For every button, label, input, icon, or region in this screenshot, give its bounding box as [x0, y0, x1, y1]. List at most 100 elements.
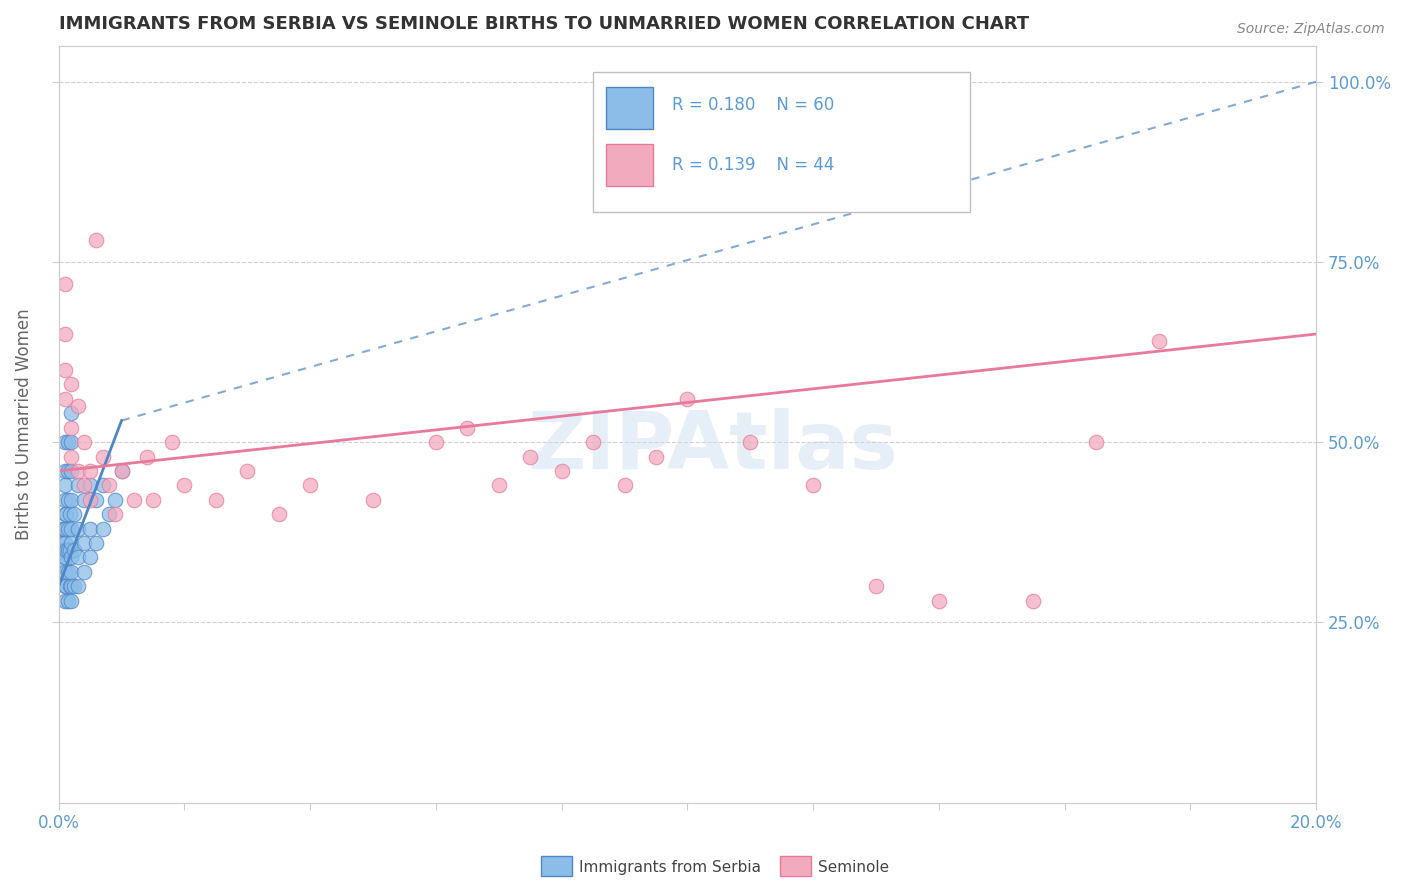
- Point: [52, 558, 75, 572]
- Point: [53, 363, 76, 377]
- Point: [488, 478, 510, 492]
- Text: R = 0.180    N = 60: R = 0.180 N = 60: [672, 95, 835, 113]
- Point: [299, 478, 322, 492]
- Point: [53, 550, 76, 565]
- Point: [53, 277, 76, 291]
- Point: [60, 565, 83, 579]
- Point: [60, 421, 83, 435]
- Point: [236, 464, 259, 478]
- Point: [53, 435, 76, 450]
- Point: [86, 492, 108, 507]
- Point: [55, 579, 77, 593]
- Point: [60, 435, 83, 450]
- Point: [63, 579, 86, 593]
- Text: Source: ZipAtlas.com: Source: ZipAtlas.com: [1237, 22, 1385, 37]
- Point: [66, 550, 89, 565]
- Point: [66, 579, 89, 593]
- Point: [79, 464, 101, 478]
- Point: [53, 326, 76, 341]
- Point: [519, 450, 541, 464]
- Point: [55, 508, 77, 522]
- Point: [53, 565, 76, 579]
- Point: [86, 536, 108, 550]
- Point: [91, 522, 114, 536]
- Point: [56, 464, 79, 478]
- Point: [73, 478, 96, 492]
- Point: [79, 550, 101, 565]
- Point: [91, 450, 114, 464]
- Point: [740, 435, 762, 450]
- Point: [53, 478, 76, 492]
- Point: [205, 492, 228, 507]
- Point: [60, 550, 83, 565]
- Point: [865, 579, 887, 593]
- Point: [53, 392, 76, 406]
- Point: [1022, 593, 1045, 607]
- Point: [91, 478, 114, 492]
- Point: [53, 579, 76, 593]
- FancyBboxPatch shape: [606, 145, 654, 186]
- Point: [1147, 334, 1170, 349]
- Point: [550, 464, 572, 478]
- Point: [56, 522, 79, 536]
- Point: [104, 508, 127, 522]
- Point: [59, 508, 82, 522]
- Point: [73, 492, 96, 507]
- Point: [56, 492, 79, 507]
- Point: [66, 464, 89, 478]
- Point: [73, 435, 96, 450]
- Point: [135, 450, 157, 464]
- Y-axis label: Births to Unmarried Women: Births to Unmarried Women: [15, 309, 32, 540]
- Point: [98, 478, 121, 492]
- Point: [63, 508, 86, 522]
- Point: [53, 536, 76, 550]
- Point: [361, 492, 384, 507]
- FancyBboxPatch shape: [593, 72, 970, 212]
- Point: [173, 478, 195, 492]
- Point: [60, 522, 83, 536]
- Point: [60, 593, 83, 607]
- Point: [60, 406, 83, 420]
- Point: [801, 478, 824, 492]
- Point: [160, 435, 183, 450]
- Point: [122, 492, 145, 507]
- Point: [73, 565, 96, 579]
- Point: [142, 492, 165, 507]
- Point: [456, 421, 478, 435]
- Point: [79, 492, 101, 507]
- Point: [582, 435, 605, 450]
- Point: [53, 593, 76, 607]
- Point: [79, 522, 101, 536]
- Point: [60, 579, 83, 593]
- Point: [63, 543, 86, 558]
- Point: [79, 478, 101, 492]
- Point: [56, 435, 79, 450]
- Point: [53, 464, 76, 478]
- Point: [86, 233, 108, 247]
- Point: [52, 522, 75, 536]
- Point: [928, 593, 950, 607]
- Point: [110, 464, 132, 478]
- Point: [425, 435, 447, 450]
- Point: [51, 550, 73, 565]
- Point: [1085, 435, 1108, 450]
- Point: [56, 543, 79, 558]
- Point: [66, 522, 89, 536]
- Point: [51, 536, 73, 550]
- Point: [52, 543, 75, 558]
- Text: Seminole: Seminole: [818, 861, 890, 875]
- Point: [645, 450, 668, 464]
- Point: [59, 579, 82, 593]
- Point: [267, 508, 290, 522]
- Point: [98, 508, 121, 522]
- Point: [676, 392, 699, 406]
- Point: [66, 478, 89, 492]
- Point: [56, 593, 79, 607]
- Point: [51, 522, 73, 536]
- Text: R = 0.139    N = 44: R = 0.139 N = 44: [672, 155, 835, 174]
- FancyBboxPatch shape: [606, 87, 654, 129]
- Point: [60, 464, 83, 478]
- Text: Immigrants from Serbia: Immigrants from Serbia: [579, 861, 761, 875]
- Point: [53, 508, 76, 522]
- Point: [66, 399, 89, 413]
